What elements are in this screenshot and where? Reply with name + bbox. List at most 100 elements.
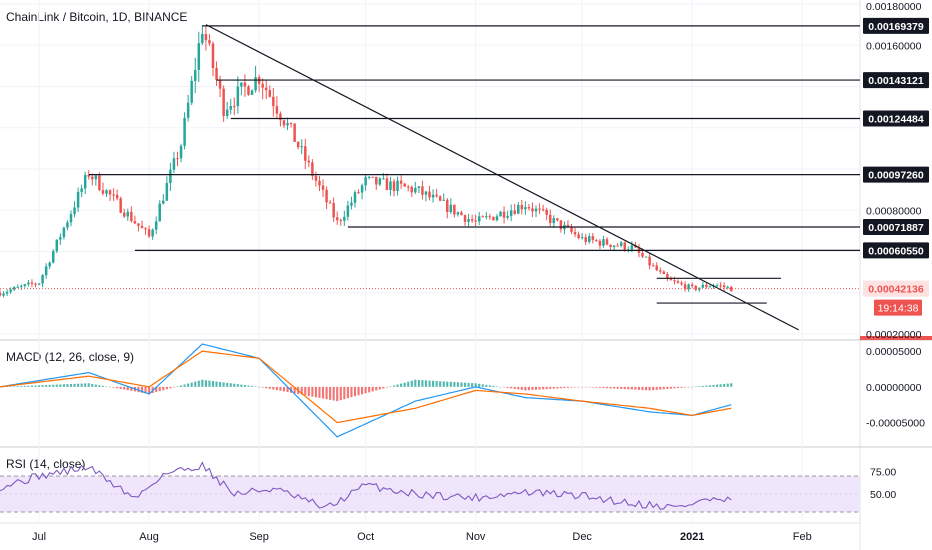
macd-histogram-bar bbox=[208, 380, 211, 387]
candle-body bbox=[531, 208, 534, 212]
macd-histogram-bar bbox=[492, 385, 495, 387]
candle-body bbox=[243, 82, 247, 87]
candle-down bbox=[683, 281, 687, 292]
candle-body bbox=[580, 237, 584, 239]
macd-histogram-bar bbox=[226, 382, 229, 387]
macd-histogram-bar bbox=[495, 386, 499, 387]
candle-body bbox=[169, 169, 172, 184]
macd-histogram-bar bbox=[527, 386, 530, 391]
macd-histogram-bar bbox=[637, 386, 641, 390]
candle-body bbox=[44, 266, 48, 276]
macd-histogram-bar bbox=[666, 386, 669, 389]
candle-body bbox=[552, 218, 556, 224]
price-scale-marker bbox=[860, 336, 932, 340]
candle-body bbox=[623, 242, 627, 250]
macd-histogram-bar bbox=[684, 386, 687, 388]
candle-body bbox=[346, 205, 350, 217]
candle-down bbox=[282, 119, 286, 129]
candle-body bbox=[183, 117, 186, 146]
candle-up bbox=[687, 283, 690, 292]
candle-up bbox=[76, 187, 80, 213]
candle-down bbox=[559, 220, 563, 233]
candle-down bbox=[453, 204, 456, 218]
macd-histogram-bar bbox=[87, 383, 90, 387]
macd-histogram-bar bbox=[481, 384, 484, 387]
candle-body bbox=[115, 194, 119, 199]
macd-histogram-bar bbox=[339, 386, 342, 401]
candle-down bbox=[666, 272, 669, 282]
macd-histogram-bar bbox=[471, 383, 474, 387]
trendline[interactable] bbox=[205, 24, 799, 331]
candle-up bbox=[300, 139, 303, 155]
candle-down bbox=[538, 203, 541, 215]
macd-histogram-bar bbox=[602, 386, 605, 388]
candle-body bbox=[605, 239, 609, 245]
candle-body bbox=[726, 286, 729, 288]
macd-histogram-bar bbox=[485, 384, 488, 387]
candle-body bbox=[130, 211, 133, 222]
candle-body bbox=[34, 283, 37, 285]
candle-down bbox=[545, 207, 548, 221]
candle-body bbox=[339, 220, 343, 222]
macd-histogram-bar bbox=[446, 381, 449, 387]
candle-up bbox=[9, 287, 12, 295]
candle-body bbox=[76, 192, 80, 208]
macd-histogram-bar bbox=[254, 386, 257, 387]
candle-body bbox=[644, 256, 648, 258]
time-axis-label: Aug bbox=[139, 531, 159, 543]
candle-up bbox=[360, 183, 364, 200]
candle-up bbox=[346, 200, 350, 221]
macd-histogram-bar bbox=[630, 386, 633, 390]
candle-body bbox=[669, 278, 673, 281]
macd-histogram-bar bbox=[187, 383, 190, 387]
macd-histogram-bar bbox=[183, 384, 186, 387]
macd-histogram-bar bbox=[325, 386, 328, 400]
candle-body bbox=[431, 194, 435, 198]
candle-body bbox=[502, 211, 506, 218]
macd-histogram-bar bbox=[353, 386, 357, 397]
candle-up bbox=[225, 101, 229, 120]
macd-histogram-bar bbox=[432, 380, 435, 387]
candle-body bbox=[364, 177, 367, 186]
candle-body bbox=[382, 178, 385, 180]
candle-up bbox=[563, 221, 566, 235]
candle-body bbox=[87, 174, 90, 177]
candle-up bbox=[169, 162, 172, 191]
macd-histogram-bar bbox=[520, 386, 523, 390]
countdown-label: 19:14:38 bbox=[878, 303, 919, 315]
candle-up bbox=[389, 176, 392, 196]
candle-body bbox=[275, 106, 279, 114]
candle-up bbox=[602, 235, 605, 248]
macd-histogram-bar bbox=[194, 381, 197, 387]
candle-body bbox=[101, 190, 105, 194]
candle-up bbox=[250, 89, 254, 95]
candle-body bbox=[399, 180, 403, 184]
candle-up bbox=[154, 216, 158, 235]
candle-body bbox=[545, 209, 548, 215]
candle-body bbox=[94, 175, 98, 180]
macd-histogram-bar bbox=[474, 383, 477, 387]
macd-histogram-bar bbox=[648, 386, 651, 391]
candle-body bbox=[687, 284, 690, 290]
candle-down bbox=[339, 218, 343, 226]
candle-body bbox=[619, 242, 623, 246]
candle-down bbox=[655, 262, 658, 271]
macd-histogram-bar bbox=[591, 386, 594, 388]
macd-histogram-bar bbox=[158, 386, 161, 392]
candle-down bbox=[680, 280, 683, 286]
candle-body bbox=[676, 281, 680, 283]
candle-body bbox=[5, 291, 9, 294]
macd-histogram-bar bbox=[48, 384, 51, 387]
macd-histogram-bar bbox=[236, 384, 239, 387]
macd-histogram-bar bbox=[598, 386, 601, 388]
labels-group: 0.00169379 0.00143121 0.00124484 0.00097260… bbox=[863, 17, 929, 316]
candle-body bbox=[360, 185, 364, 193]
candle-down bbox=[605, 237, 609, 246]
candle-down bbox=[421, 180, 424, 200]
macd-histogram-bar bbox=[69, 384, 73, 387]
candle-body bbox=[598, 240, 602, 246]
macd-histogram-bar bbox=[219, 381, 222, 387]
candle-body bbox=[201, 34, 204, 44]
candle-body bbox=[477, 216, 481, 222]
